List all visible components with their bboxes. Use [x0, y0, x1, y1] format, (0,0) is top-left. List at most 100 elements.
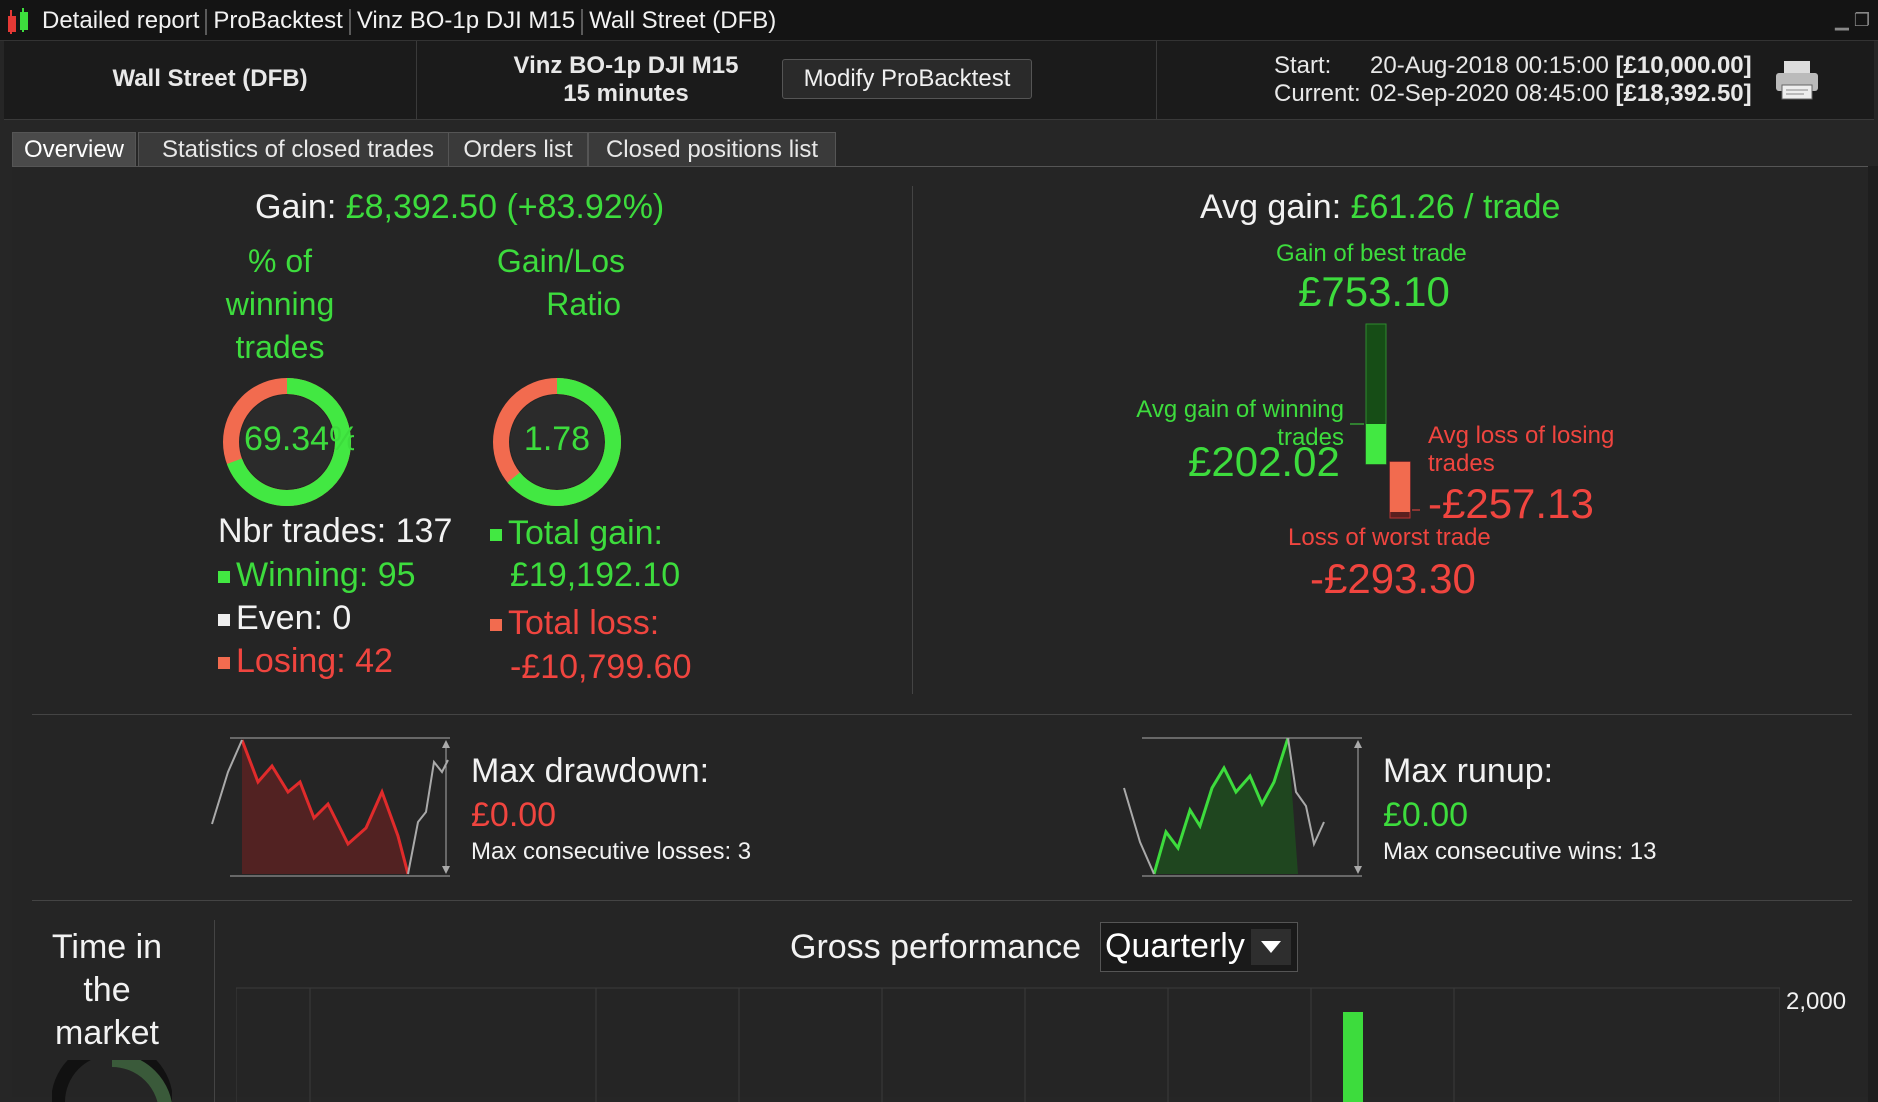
winning-legend-swatch [218, 571, 230, 584]
winning-pct-donut [223, 378, 351, 506]
dropdown-arrow-button[interactable] [1251, 929, 1291, 965]
total-loss-value: -£10,799.60 [510, 648, 692, 686]
avg-loss-label-line2: trades [1428, 450, 1495, 477]
time-in-market-line2: the [83, 971, 131, 1009]
drawdown-mini-chart [211, 737, 450, 877]
even-count-text: Even: 0 [236, 599, 352, 637]
avg-win-label-line2: trades [1277, 424, 1344, 451]
avg-loss-value: -£257.13 [1428, 480, 1594, 527]
winning-count: Winning: 95 [218, 556, 416, 595]
current-label: Current: [1274, 80, 1361, 107]
header-instrument-cell: Wall Street (DFB) [4, 41, 417, 119]
avg-win-label: Avg gain of winning trades [1080, 396, 1344, 452]
current-row: Current: 02-Sep-2020 08:45:00 [£18,392.50… [1274, 80, 1752, 108]
ratio-title: Gain/Los Ratio [480, 240, 625, 326]
row-separator-2 [32, 900, 1852, 901]
ratio-title-line1: Gain/Los [496, 243, 625, 279]
losing-count-text: Losing: 42 [236, 642, 393, 680]
winning-title-line1: % of [247, 243, 313, 279]
losing-count: Losing: 42 [218, 642, 393, 681]
chevron-down-icon [1261, 941, 1281, 953]
window-title-bar: Detailed report ProBacktest Vinz BO-1p DJI… [0, 0, 1878, 41]
max-drawdown-label: Max drawdown: [471, 752, 710, 790]
total-gain-value: £19,192.10 [510, 556, 681, 594]
row-separator-1 [32, 714, 1852, 715]
current-capital: [£18,392.50] [1615, 80, 1752, 107]
avg-win-value: £202.02 [1188, 438, 1340, 485]
avg-gain-headline: Avg gain: £61.26 / trade [1200, 188, 1560, 227]
total-loss-swatch [490, 619, 502, 632]
total-gain-swatch [490, 529, 502, 542]
avg-loss-label: Avg loss of losing trades [1428, 422, 1614, 478]
avg-loss-label-line1: Avg loss of losing [1428, 422, 1615, 449]
avg-loss-bar [1390, 462, 1410, 512]
window-controls: ▁ ❐ [1835, 10, 1870, 31]
tab-statistics-closed-trades[interactable]: Statistics of closed trades [138, 132, 458, 167]
gain-label: Gain: [255, 188, 337, 226]
max-runup-value: £0.00 [1383, 796, 1469, 834]
tab-closed-positions-list[interactable]: Closed positions list [588, 132, 836, 167]
start-capital: [£10,000.00] [1615, 52, 1752, 79]
gain-loss-ratio-donut [493, 378, 621, 506]
max-runup-label: Max runup: [1383, 752, 1554, 790]
max-consecutive-wins: Max consecutive wins: 13 [1383, 838, 1657, 865]
max-drawdown-value: £0.00 [471, 796, 557, 834]
nbr-trades: Nbr trades: 137 [218, 512, 453, 550]
gain-loss-ratio-value: 1.78 [523, 420, 591, 458]
minimize-icon[interactable]: ▁ [1835, 10, 1849, 30]
gross-performance-chart [236, 987, 1780, 1102]
start-date: 20-Aug-2018 00:15:00 [1370, 52, 1609, 79]
tab-overview[interactable]: Overview [12, 132, 136, 167]
header-strategy-cell: Vinz BO-1p DJI M15 15 minutes Modify Pro… [416, 41, 1157, 119]
trade-range-bars [1350, 323, 1420, 519]
window-title: Detailed report ProBacktest Vinz BO-1p DJI… [42, 7, 776, 35]
strategy-name: Vinz BO-1p DJI M15 [513, 52, 739, 79]
even-count: Even: 0 [218, 599, 351, 638]
section-divider [912, 186, 913, 694]
winning-count-text: Winning: 95 [236, 556, 416, 594]
winning-pct-value: 69.34% [244, 420, 354, 458]
best-trade-value: £753.10 [1298, 268, 1450, 315]
avg-gain-value: £61.26 / trade [1350, 188, 1561, 226]
avg-win-bar [1366, 424, 1386, 464]
time-in-market-label: Time in the market [32, 926, 182, 1055]
winning-pct-title: % of winning trades [200, 240, 360, 369]
total-loss-label: Total loss: [508, 604, 660, 642]
avg-gain-label: Avg gain: [1200, 188, 1342, 226]
current-date: 02-Sep-2020 08:45:00 [1370, 80, 1609, 107]
y-tick-label: 2,000 [1786, 988, 1847, 1015]
tab-orders-list[interactable]: Orders list [448, 132, 588, 167]
time-in-market-line3: market [55, 1014, 159, 1052]
total-gain-label: Total gain: [508, 514, 663, 552]
title-part-report: Detailed report [42, 7, 200, 34]
title-part-instrument: Wall Street (DFB) [589, 7, 777, 34]
best-trade-label: Gain of best trade [1276, 240, 1467, 267]
period-select[interactable]: Quarterly [1100, 922, 1298, 972]
overview-panel [12, 166, 1868, 1097]
title-part-probacktest: ProBacktest [213, 7, 343, 34]
worst-trade-value: -£293.30 [1310, 555, 1476, 602]
winning-title-line3: trades [235, 329, 325, 365]
time-in-market-line1: Time in [51, 928, 163, 966]
vertical-scrollbar[interactable] [1868, 166, 1878, 1102]
max-consecutive-losses: Max consecutive losses: 3 [471, 838, 752, 865]
gain-percent: (+83.92%) [506, 188, 665, 226]
start-label: Start: [1274, 52, 1332, 79]
winning-title-line2: winning [225, 286, 335, 322]
time-divider [214, 920, 215, 1102]
title-part-strategy: Vinz BO-1p DJI M15 [356, 7, 576, 34]
period-select-value: Quarterly [1105, 927, 1245, 965]
header-dates: Start: 20-Aug-2018 00:15:00 [£10,000.00] … [1274, 52, 1752, 108]
time-in-market-gauge [52, 1060, 172, 1102]
runup-mini-chart [1123, 737, 1362, 877]
maximize-icon[interactable]: ❐ [1853, 10, 1870, 30]
losing-legend-swatch [218, 657, 230, 670]
instrument-name: Wall Street (DFB) [112, 65, 308, 92]
app-logo-icon [8, 8, 28, 34]
strategy-timeframe: 15 minutes [563, 80, 689, 107]
printer-icon[interactable] [1774, 59, 1822, 101]
gain-value: £8,392.50 [345, 188, 497, 226]
even-legend-swatch [218, 614, 230, 627]
modify-probacktest-button[interactable]: Modify ProBacktest [782, 59, 1032, 99]
gross-performance-label: Gross performance [790, 928, 1081, 966]
